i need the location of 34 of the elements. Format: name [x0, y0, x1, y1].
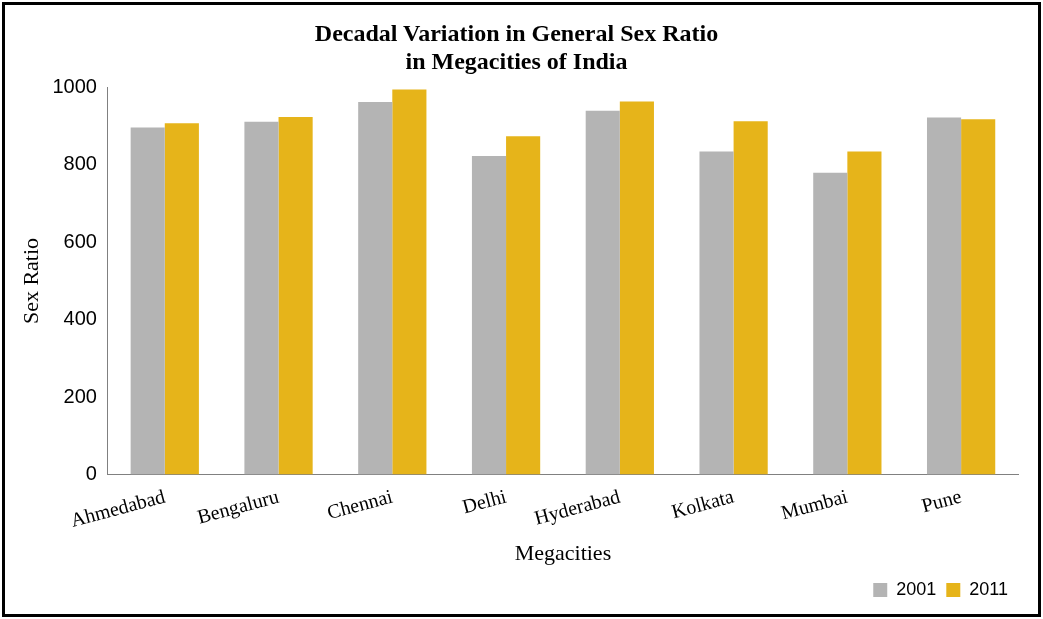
- bar: [164, 123, 199, 475]
- x-tick-label: Chennai: [324, 484, 396, 524]
- y-tick-label: 200: [63, 384, 97, 407]
- x-tick-label: Kolkata: [669, 484, 737, 523]
- legend-label: 2001: [896, 578, 937, 599]
- bar: [699, 151, 734, 475]
- bar: [585, 110, 620, 475]
- legend-label: 2011: [969, 578, 1009, 599]
- y-tick-label: 1000: [52, 75, 97, 98]
- y-tick-label: 400: [63, 307, 97, 330]
- x-axis-title: Megacities: [514, 539, 612, 565]
- y-tick-label: 0: [85, 461, 97, 484]
- x-tick-label: Mumbai: [778, 484, 851, 524]
- y-tick-label: 800: [63, 152, 97, 175]
- text: Decadal Variation in General Sex Ratio: [314, 19, 719, 46]
- bar: [847, 151, 882, 475]
- x-tick-label: Pune: [919, 484, 964, 517]
- bar: [961, 119, 996, 475]
- x-tick-label: Bengaluru: [194, 484, 282, 529]
- bar: [471, 156, 507, 475]
- bar: [506, 136, 541, 475]
- bar: [278, 117, 313, 475]
- text: in Megacities of India: [405, 48, 628, 75]
- x-tick-label: Delhi: [459, 484, 509, 518]
- bar: [813, 172, 848, 475]
- bar: [733, 121, 768, 475]
- y-tick-label: 600: [63, 229, 97, 252]
- bar: [244, 121, 279, 475]
- bar: [392, 89, 427, 475]
- bar: [130, 127, 165, 475]
- bar: [619, 101, 654, 475]
- bar: [358, 101, 393, 475]
- y-axis-title: Sex Ratio: [17, 237, 43, 325]
- bar: [926, 117, 962, 475]
